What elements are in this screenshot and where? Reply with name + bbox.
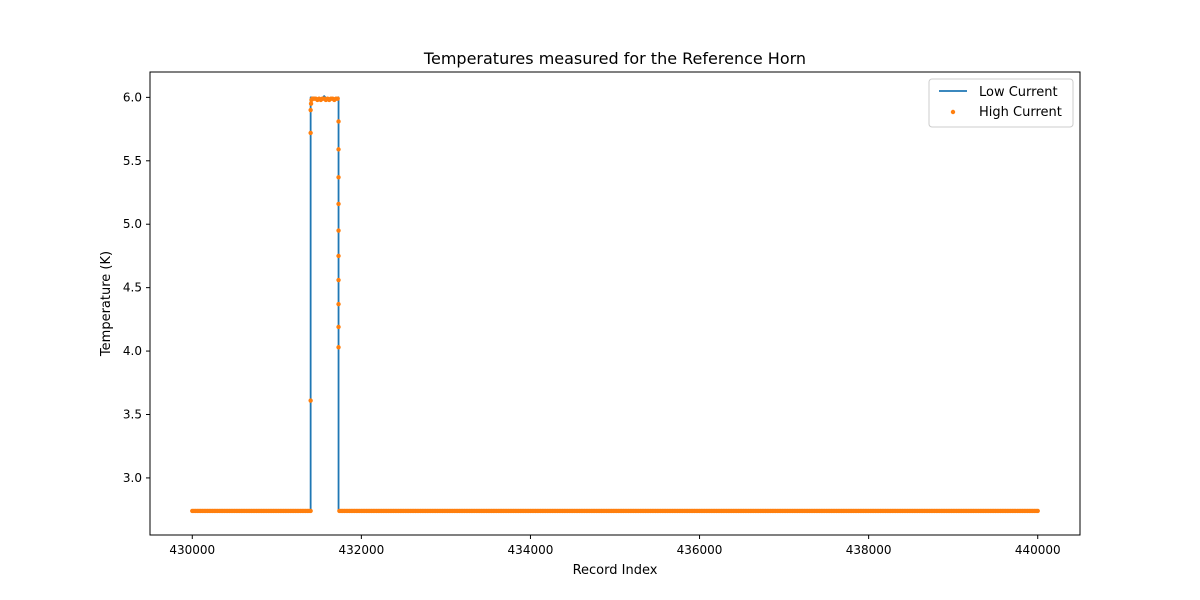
- y-tick-label: 3.0: [123, 471, 142, 485]
- legend-marker-swatch: [950, 109, 956, 115]
- x-tick-label: 434000: [508, 543, 554, 557]
- high-current-point: [1035, 508, 1040, 514]
- legend: Low Current High Current: [928, 78, 1074, 128]
- y-tick-label: 6.0: [123, 90, 142, 104]
- high-current-point: [308, 130, 313, 136]
- axes-frame: [149, 71, 1081, 536]
- high-current-point: [335, 96, 340, 101]
- x-tick-label: 432000: [338, 543, 384, 557]
- y-tick-label: 5.5: [123, 154, 142, 168]
- x-axis: 430000 432000 434000 436000 438000 440000: [169, 535, 1061, 557]
- high-current-point: [308, 508, 313, 514]
- high-current-point: [308, 101, 314, 106]
- high-current-point: [336, 324, 341, 330]
- high-current-point: [336, 345, 341, 350]
- y-axis-label: Temperature (K): [99, 251, 114, 357]
- y-tick-label: 3.5: [123, 407, 142, 421]
- x-tick-label: 440000: [1015, 543, 1061, 557]
- plot-area: [149, 71, 1081, 536]
- high-current-point: [336, 119, 341, 124]
- legend-label-high-current: High Current: [979, 105, 1062, 120]
- y-tick-label: 5.0: [123, 217, 142, 231]
- legend-label-low-current: Low Current: [979, 85, 1058, 100]
- y-axis: 3.0 3.5 4.0 4.5 5.0 5.5 6.0: [123, 90, 150, 485]
- y-tick-label: 4.0: [123, 344, 142, 358]
- y-tick-label: 4.5: [123, 281, 142, 295]
- chart-title: Temperatures measured for the Reference …: [423, 49, 806, 68]
- high-current-point: [336, 175, 341, 180]
- high-current-point: [336, 147, 341, 152]
- high-current-point: [336, 253, 341, 259]
- series-high-current: [190, 96, 1040, 514]
- x-axis-label: Record Index: [573, 563, 658, 578]
- x-tick-label: 436000: [677, 543, 723, 557]
- x-tick-label: 430000: [169, 543, 215, 557]
- high-current-point: [336, 228, 341, 233]
- high-current-point: [336, 301, 341, 307]
- high-current-point: [308, 107, 313, 113]
- x-tick-label: 438000: [846, 543, 892, 557]
- high-current-point: [336, 201, 341, 207]
- high-current-point: [308, 398, 313, 403]
- high-current-point: [336, 277, 341, 283]
